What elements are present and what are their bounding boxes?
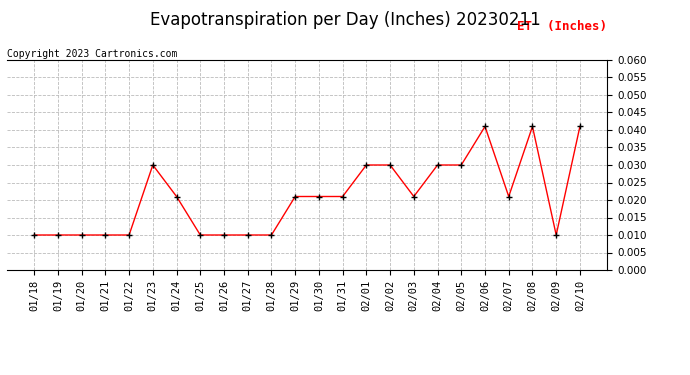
Text: Copyright 2023 Cartronics.com: Copyright 2023 Cartronics.com xyxy=(7,49,177,59)
Text: ET  (Inches): ET (Inches) xyxy=(518,20,607,33)
Text: Evapotranspiration per Day (Inches) 20230211: Evapotranspiration per Day (Inches) 2023… xyxy=(150,11,540,29)
